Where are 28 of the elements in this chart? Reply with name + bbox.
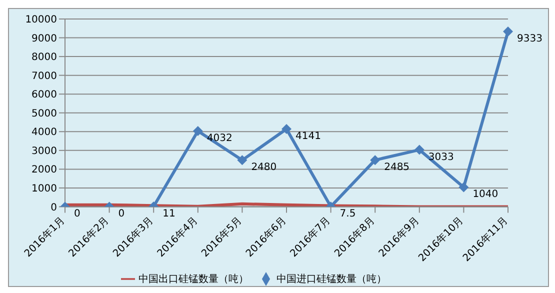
- data-label: 11: [162, 208, 176, 220]
- data-label: 2480: [251, 162, 277, 174]
- data-label: 0: [74, 208, 80, 220]
- point: [414, 144, 424, 155]
- legend-label: 中国进口硅锰数量（吨）: [276, 274, 386, 285]
- data-label: 1040: [472, 189, 498, 200]
- y-tick-label: 6000: [32, 90, 57, 101]
- y-tick-label: 5000: [32, 108, 57, 120]
- point: [192, 126, 203, 136]
- data-label: 3033: [428, 152, 454, 163]
- y-tick-label: 4000: [32, 127, 57, 138]
- y-tick-label: 3000: [32, 146, 57, 157]
- data-label: 9333: [517, 34, 542, 45]
- data-label: 2485: [384, 162, 410, 174]
- point: [237, 155, 248, 166]
- point: [282, 124, 292, 134]
- point: [370, 155, 380, 166]
- y-tick-label: 9000: [32, 33, 57, 44]
- data-label: 4141: [296, 130, 321, 142]
- y-tick-label: 7000: [32, 70, 57, 82]
- y-tick-label: 0: [50, 202, 57, 214]
- y-tick-label: 10000: [25, 14, 57, 26]
- y-tick-label: 8000: [32, 52, 57, 64]
- y-tick-label: 1000: [32, 184, 57, 195]
- data-label: 7.5: [340, 208, 356, 220]
- y-tick-label: 2000: [32, 164, 57, 176]
- data-label: 0: [118, 208, 125, 220]
- legend-label: 中国出口硅锰数量（吨）: [138, 274, 248, 285]
